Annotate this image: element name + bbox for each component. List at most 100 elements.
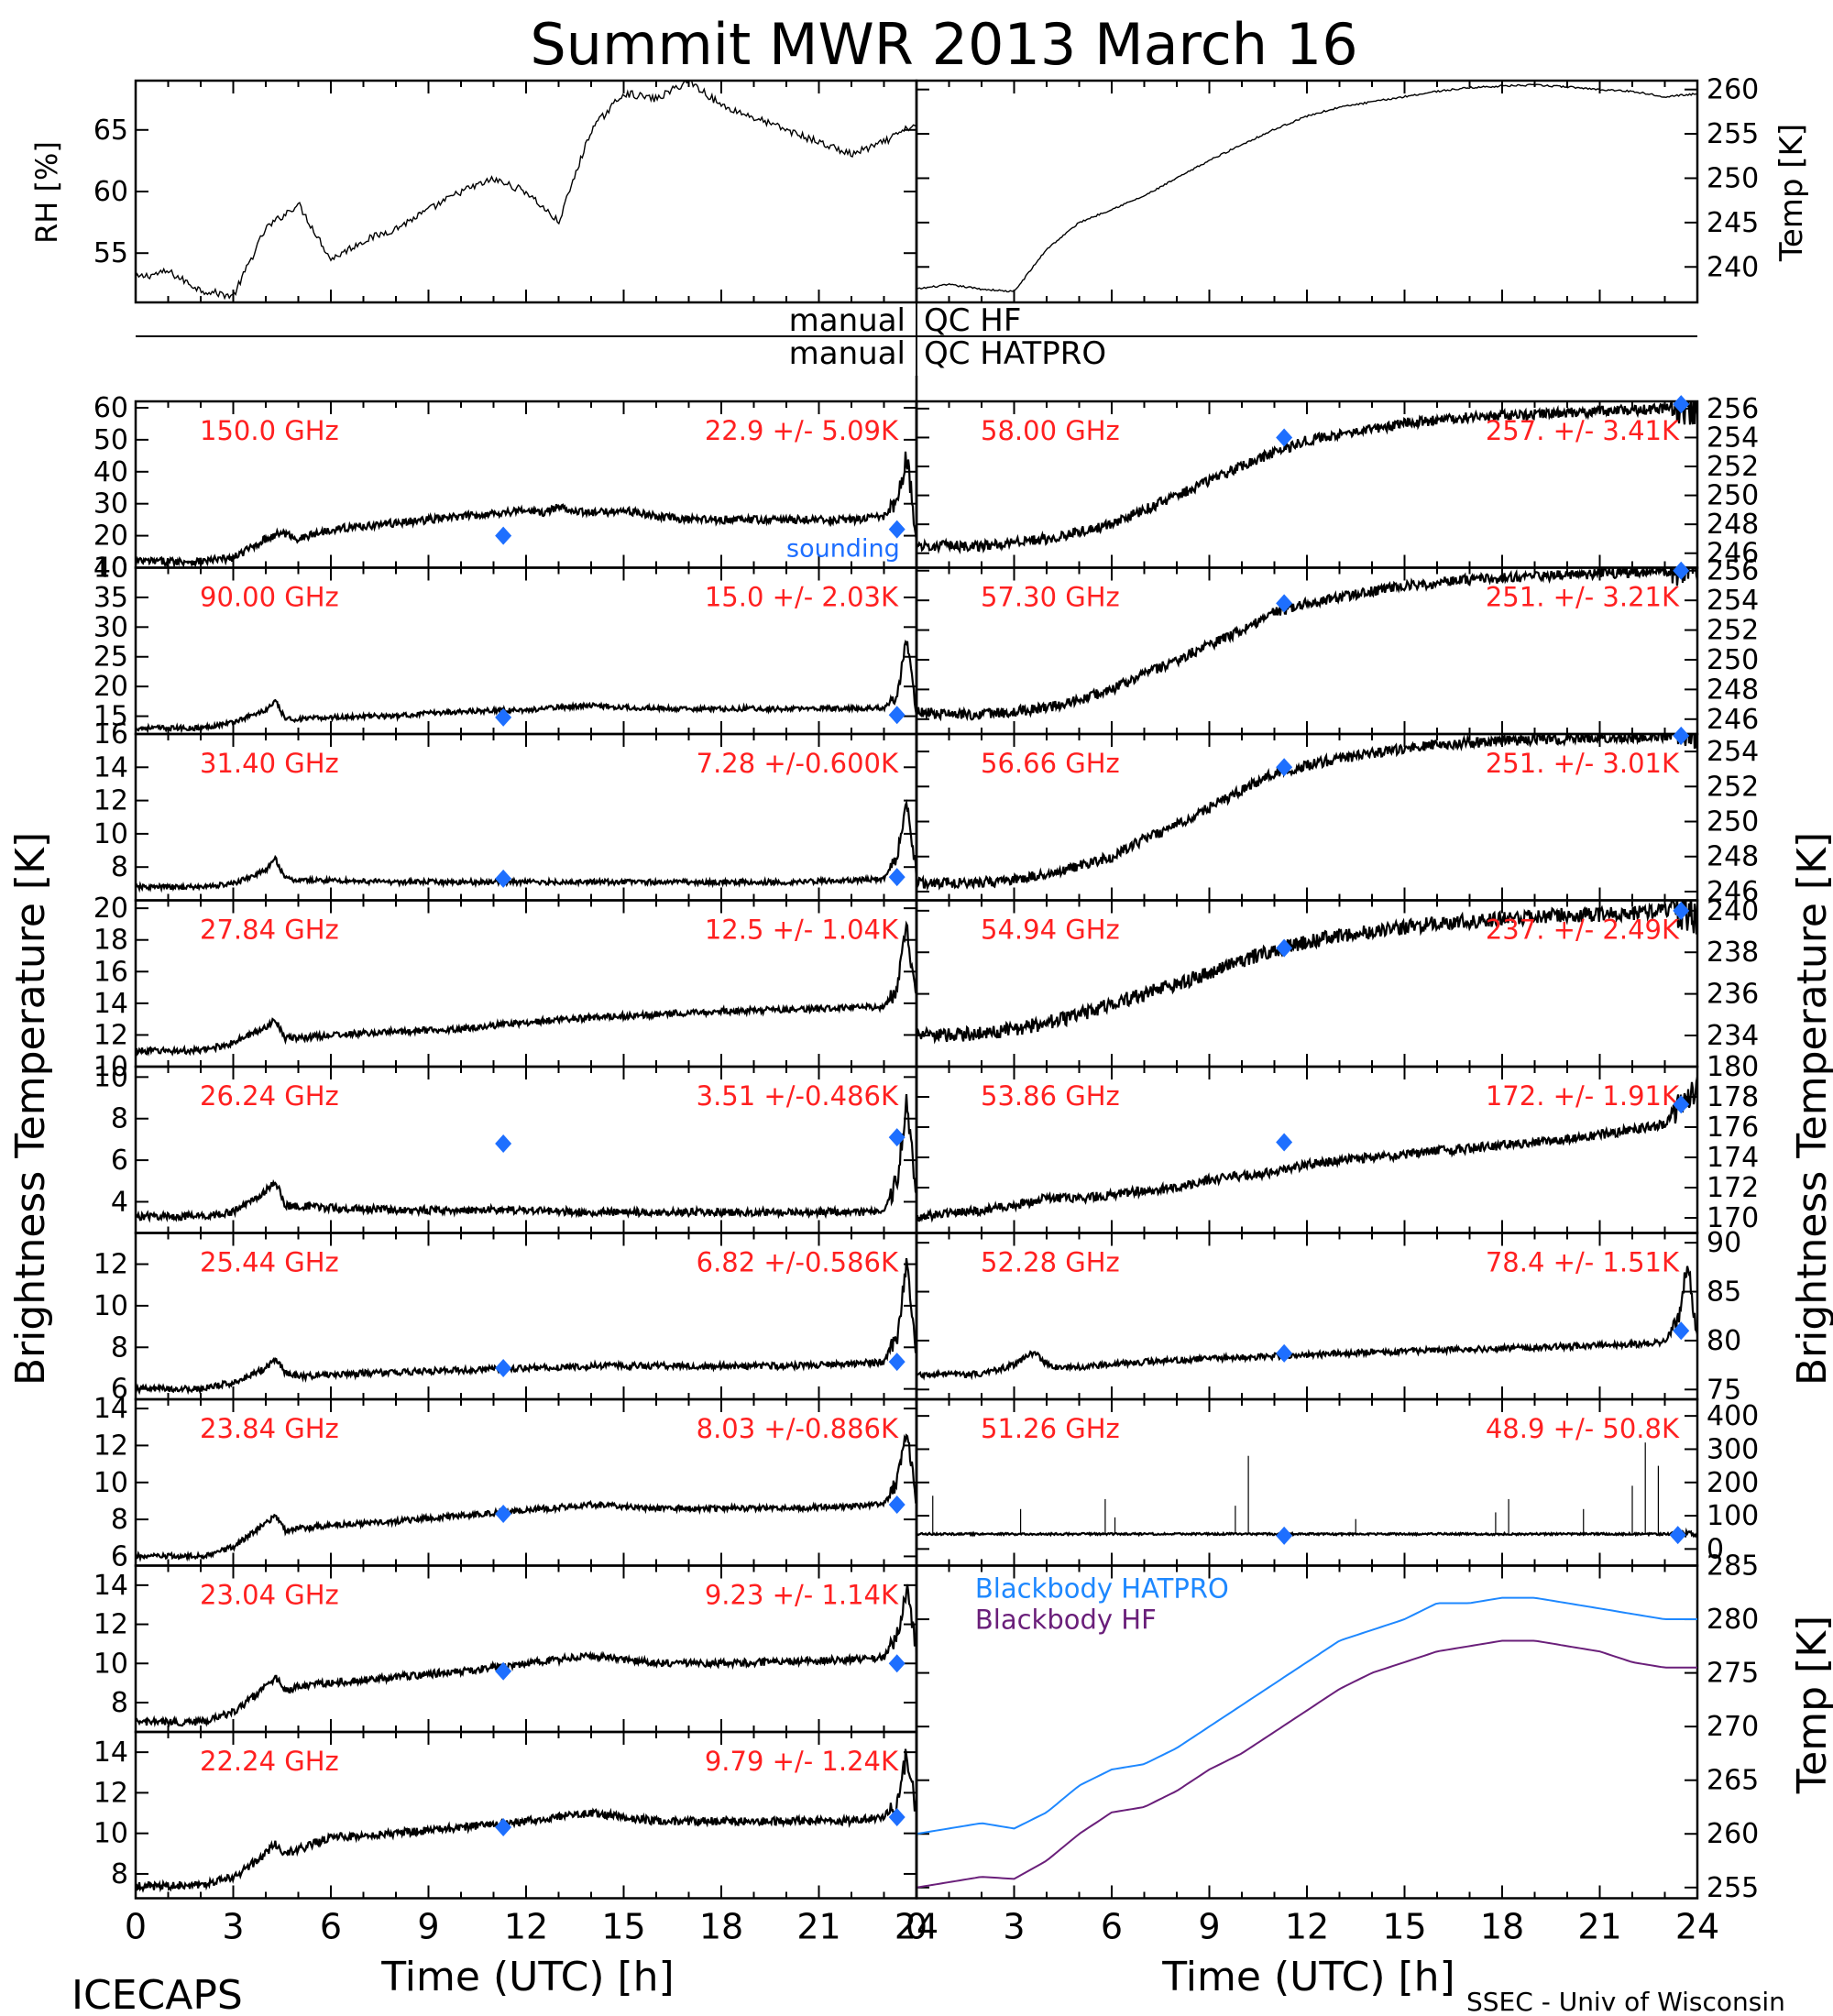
sounding-marker — [1276, 1526, 1293, 1545]
stats-label: 9.23 +/- 1.14K — [705, 1580, 899, 1611]
x-tick-label: 21 — [1577, 1907, 1621, 1947]
y-tick-label: 174 — [1707, 1142, 1759, 1174]
y-tick-label: 20 — [93, 893, 128, 925]
y-tick-label: 248 — [1707, 841, 1759, 873]
y-tick-label: 246 — [1707, 876, 1759, 908]
temp-top-axis-label: Temp [K] — [1773, 124, 1810, 262]
y-tick-label: 252 — [1707, 451, 1759, 483]
sounding-marker — [888, 520, 906, 539]
x-tick-label: 12 — [504, 1907, 548, 1947]
y-tick-label: 265 — [1707, 1765, 1759, 1797]
sounding-marker — [495, 1661, 512, 1681]
y-tick-label: 12 — [93, 1609, 128, 1641]
y-tick-label: 50 — [93, 424, 128, 456]
y-tick-label: 85 — [1707, 1276, 1741, 1309]
y-tick-label: 240 — [1707, 251, 1759, 283]
y-tick-label: 14 — [93, 1570, 128, 1602]
y-tick-label: 170 — [1707, 1202, 1759, 1234]
y-tick-label: 8 — [111, 851, 128, 883]
stats-label: 15.0 +/- 2.03K — [705, 582, 899, 613]
y-tick-label: 250 — [1707, 806, 1759, 838]
y-tick-label: 25 — [93, 641, 128, 674]
sounding-marker — [1276, 938, 1293, 958]
y-tick-label: 12 — [93, 1430, 128, 1462]
y-tick-label: 6 — [111, 1540, 128, 1572]
stats-label: 257. +/- 3.41K — [1486, 415, 1680, 446]
panel-tb-23-84: 6 8 10 12 14 23.84 GHz 8.03 +/-0.886K — [93, 1393, 918, 1572]
frequency-label: 57.30 GHz — [981, 582, 1120, 613]
x-axis-label-right: Time (UTC) [h] — [1161, 1954, 1454, 2000]
y-tick-label: 248 — [1707, 509, 1759, 541]
data-trace — [916, 1265, 1697, 1381]
y-tick-label: 240 — [1707, 895, 1759, 927]
frequency-label: 23.04 GHz — [200, 1580, 339, 1611]
frequency-label: 51.26 GHz — [981, 1413, 1120, 1444]
x-tick-label: 18 — [699, 1907, 743, 1947]
x-tick-label: 3 — [222, 1907, 244, 1947]
y-tick-label: 30 — [93, 611, 128, 643]
x-tick-label: 15 — [601, 1907, 645, 1947]
y-tick-label: 254 — [1707, 736, 1759, 768]
sounding-marker — [888, 868, 906, 887]
y-tick-label: 8 — [111, 1331, 128, 1364]
y-tick-label: 176 — [1707, 1112, 1759, 1144]
stats-label: 237. +/- 2.49K — [1486, 915, 1680, 946]
y-tick-label: 10 — [93, 1290, 128, 1322]
sounding-marker — [1276, 1343, 1293, 1363]
y-tick-label: 10 — [93, 1467, 128, 1499]
y-tick-label: 260 — [1707, 74, 1759, 106]
sounding-marker — [495, 1134, 512, 1153]
y-tick-label: 246 — [1707, 704, 1759, 736]
y-tick-label: 280 — [1707, 1604, 1759, 1636]
data-trace — [136, 1433, 916, 1562]
y-tick-label: 14 — [93, 751, 128, 783]
qc-hatpro-label: QC HATPRO — [924, 335, 1106, 372]
x-tick-label: 6 — [320, 1907, 342, 1947]
sounding-marker — [1673, 901, 1690, 920]
y-tick-label: 16 — [93, 956, 128, 988]
y-tick-label: 20 — [93, 671, 128, 703]
stats-label: 9.79 +/- 1.24K — [705, 1746, 899, 1777]
y-tick-label: 12 — [93, 1019, 128, 1051]
sounding-marker — [1673, 395, 1690, 414]
stats-label: 3.51 +/-0.486K — [697, 1080, 899, 1112]
footer-ssec: SSEC - Univ of Wisconsin — [1466, 1987, 1785, 2016]
y-tick-label: 8 — [111, 1687, 128, 1719]
y-tick-label: 16 — [93, 718, 128, 751]
y-tick-label: 252 — [1707, 615, 1759, 647]
frequency-label: 27.84 GHz — [200, 915, 339, 946]
frequency-label: 53.86 GHz — [981, 1080, 1120, 1112]
x-tick-label: 24 — [895, 1907, 938, 1947]
y-tick-label: 60 — [93, 392, 128, 424]
data-trace — [136, 1748, 916, 1893]
y-tick-label: 14 — [93, 988, 128, 1020]
y-tick-label: 10 — [93, 1818, 128, 1850]
frequency-label: 26.24 GHz — [200, 1080, 339, 1112]
panel-rh: 55 60 65 — [93, 79, 918, 304]
sounding-marker — [1673, 1095, 1690, 1114]
stats-label: 7.28 +/-0.600K — [697, 748, 899, 779]
panel-tb-54: 234 236 238 240 54.94 GHz 237. +/- 2.49K — [915, 895, 1759, 1068]
y-tick-label: 65 — [93, 115, 128, 147]
y-tick-label: 40 — [93, 456, 128, 488]
qc-manual-hf: manual — [789, 302, 906, 339]
y-tick-label: 35 — [93, 582, 128, 614]
frequency-label: 56.66 GHz — [981, 748, 1120, 779]
legend-hf: Blackbody HF — [975, 1605, 1157, 1636]
stats-label: 8.03 +/-0.886K — [697, 1413, 899, 1444]
sounding-marker — [888, 1495, 906, 1514]
sounding-marker — [1276, 594, 1293, 613]
data-trace — [916, 1076, 1697, 1223]
sounding-marker — [888, 1128, 906, 1147]
y-tick-label: 0 — [1707, 1533, 1724, 1565]
y-tick-label: 252 — [1707, 771, 1759, 803]
x-tick-label: 9 — [417, 1907, 439, 1947]
y-tick-label: 254 — [1707, 585, 1759, 617]
x-tick-label: 3 — [1003, 1907, 1025, 1947]
tb-left-axis-label: Brightness Temperature [K] — [7, 832, 54, 1386]
y-tick-label: 12 — [93, 785, 128, 817]
